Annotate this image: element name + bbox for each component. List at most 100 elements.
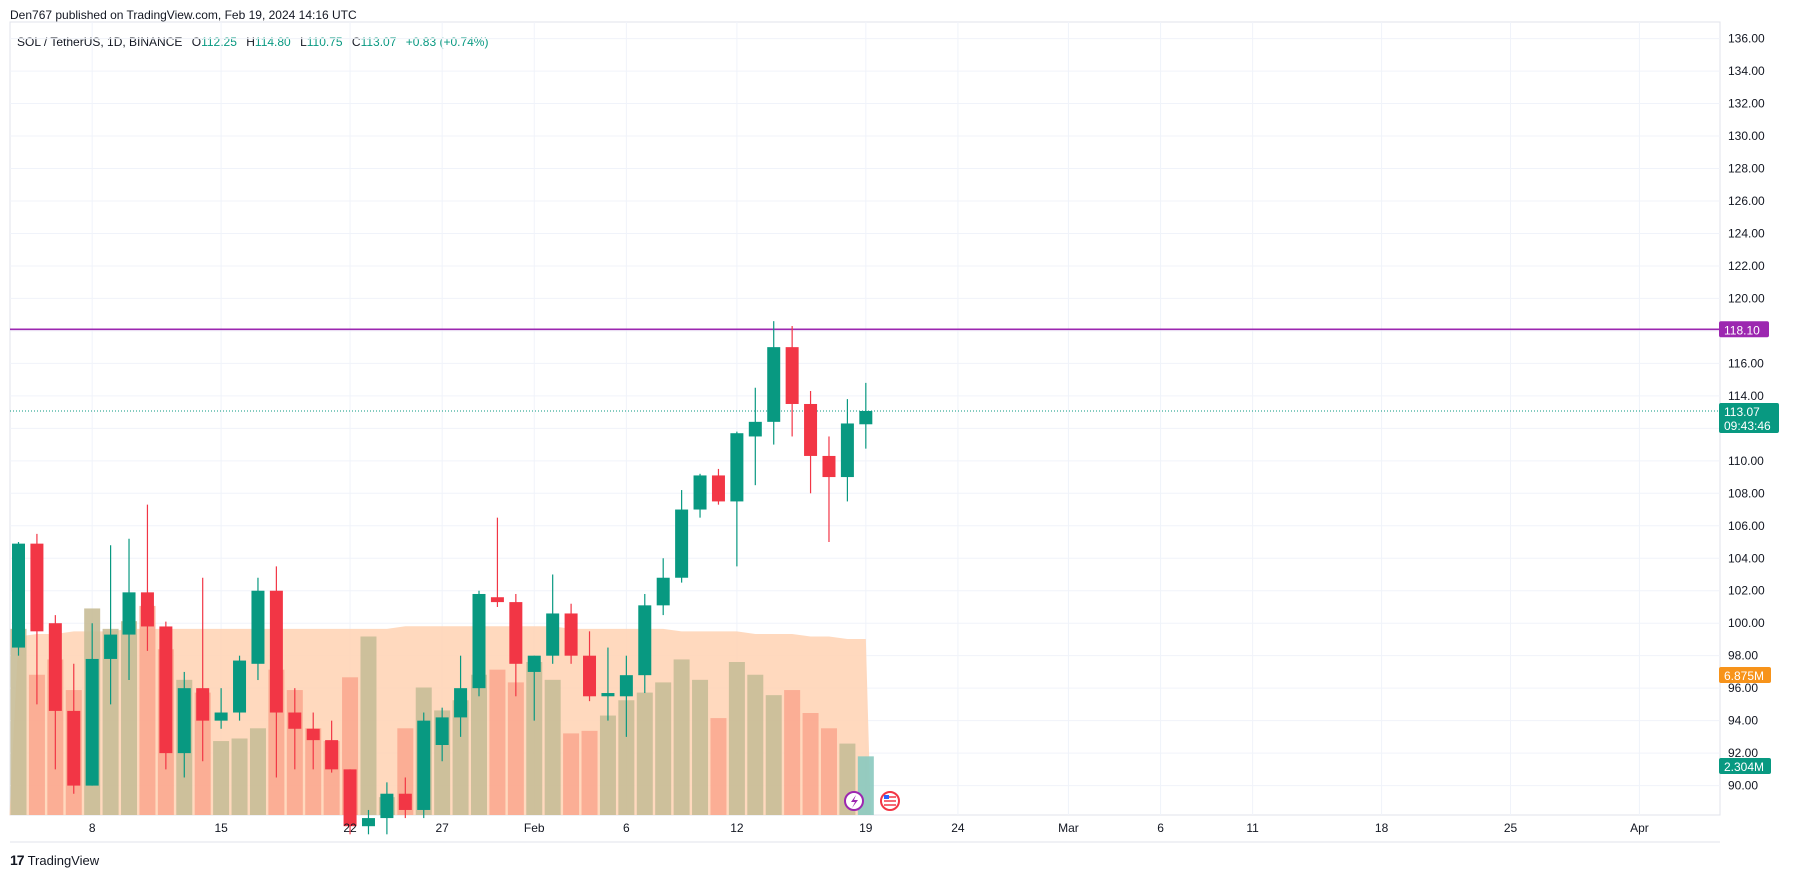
x-tick-label: 19 (859, 821, 873, 835)
x-tick-label: 8 (89, 821, 96, 835)
y-tick-label: 126.00 (1728, 194, 1765, 208)
candle-body (638, 605, 652, 676)
open-label: O (191, 35, 202, 49)
y-tick-label: 128.00 (1728, 162, 1765, 176)
candle-body (730, 433, 744, 502)
brand-name: TradingView (27, 852, 100, 868)
volume-bar (618, 700, 635, 815)
candle-body (804, 403, 818, 456)
x-tick-label: 24 (951, 821, 965, 835)
x-tick-label: 27 (435, 821, 449, 835)
x-tick-label: 6 (623, 821, 630, 835)
candle-body (601, 693, 615, 697)
y-tick-label: 120.00 (1728, 291, 1765, 305)
volume-bar (581, 730, 598, 815)
candle-body (233, 660, 247, 713)
candlesticks (12, 321, 873, 835)
svg-text:09:43:46: 09:43:46 (1724, 419, 1771, 433)
svg-text:6.875M: 6.875M (1724, 669, 1764, 683)
y-tick-label: 136.00 (1728, 32, 1765, 46)
candle-body (288, 712, 302, 729)
candle-body (122, 592, 136, 635)
volume-bar (765, 695, 782, 815)
candle-body (767, 347, 781, 422)
candle-body (214, 712, 228, 721)
x-tick-label: 22 (343, 821, 357, 835)
y-tick-label: 132.00 (1728, 97, 1765, 111)
volume-bar (544, 679, 561, 815)
chart-axes: 136.00 134.00 132.00 130.00 128.00 126.00 124.… (89, 32, 1765, 835)
volume-ma-badge: 6.875M (1719, 667, 1771, 683)
candle-body (343, 769, 357, 827)
candle-body (67, 710, 81, 786)
publisher-caption: Den767 published on TradingView.com, Feb… (10, 8, 357, 22)
us-flag-icon (880, 791, 900, 811)
volume-bar (231, 738, 248, 815)
volume-bar (636, 692, 653, 815)
y-tick-label: 104.00 (1728, 551, 1765, 565)
y-tick-label: 124.00 (1728, 226, 1765, 240)
svg-text:118.10: 118.10 (1724, 323, 1760, 337)
y-tick-label: 130.00 (1728, 129, 1765, 143)
resistance-line (10, 328, 1720, 412)
volume-bar (489, 669, 506, 815)
candle-body (454, 688, 468, 718)
x-tick-label: Feb (524, 821, 545, 835)
y-tick-label: 96.00 (1728, 681, 1758, 695)
candle-body (472, 593, 486, 689)
candle-body (527, 655, 541, 672)
footer-brand: 17 TradingView (10, 852, 99, 868)
candle-body (12, 543, 25, 648)
candle-body (546, 613, 560, 656)
y-tick-label: 100.00 (1728, 616, 1765, 630)
y-tick-label: 92.00 (1728, 746, 1758, 760)
volume-bar (139, 605, 156, 815)
y-tick-label: 122.00 (1728, 259, 1765, 273)
volume-bar (526, 662, 543, 815)
x-tick-label: Apr (1630, 821, 1649, 835)
candle-body (619, 675, 633, 697)
candle-body (693, 475, 707, 510)
candle-body (196, 688, 210, 721)
candle-body (269, 590, 283, 713)
volume-bar (452, 700, 469, 815)
volume-bar (820, 728, 837, 815)
volume-bar (655, 682, 672, 815)
high-label: H (246, 35, 255, 49)
x-tick-label: 11 (1246, 821, 1259, 835)
volume-bar (692, 679, 709, 815)
close-label: C (351, 35, 361, 49)
volume-bar (784, 690, 801, 815)
x-tick-label: Mar (1058, 821, 1079, 835)
candle-body (159, 626, 173, 754)
y-tick-label: 102.00 (1728, 584, 1765, 598)
candle-body (490, 597, 504, 603)
volume-bar (507, 682, 524, 815)
candle-body (104, 634, 118, 659)
volume-bar (673, 659, 690, 815)
volume-bar (710, 718, 727, 815)
candle-body (675, 509, 689, 578)
y-tick-label: 134.00 (1728, 64, 1765, 78)
volume-bar (728, 662, 745, 815)
volume-bar (10, 628, 27, 815)
candle-body (859, 410, 873, 425)
candle-body (380, 793, 394, 819)
volume-bar (397, 728, 414, 815)
volume-bar (305, 728, 322, 815)
x-tick-label: 25 (1504, 821, 1518, 835)
candle-body (140, 592, 154, 627)
candle-body (177, 688, 191, 754)
lightning-icon (844, 791, 864, 811)
y-tick-label: 108.00 (1728, 486, 1765, 500)
tradingview-logo-icon: 17 (10, 852, 25, 868)
volume-bar (213, 741, 230, 815)
candle-body (306, 728, 320, 741)
svg-text:113.07: 113.07 (1724, 405, 1760, 419)
low-label: L (300, 35, 307, 49)
event-icons (844, 791, 900, 811)
candle-body (840, 423, 854, 478)
candle-body (583, 655, 597, 697)
volume-bar (563, 733, 580, 815)
